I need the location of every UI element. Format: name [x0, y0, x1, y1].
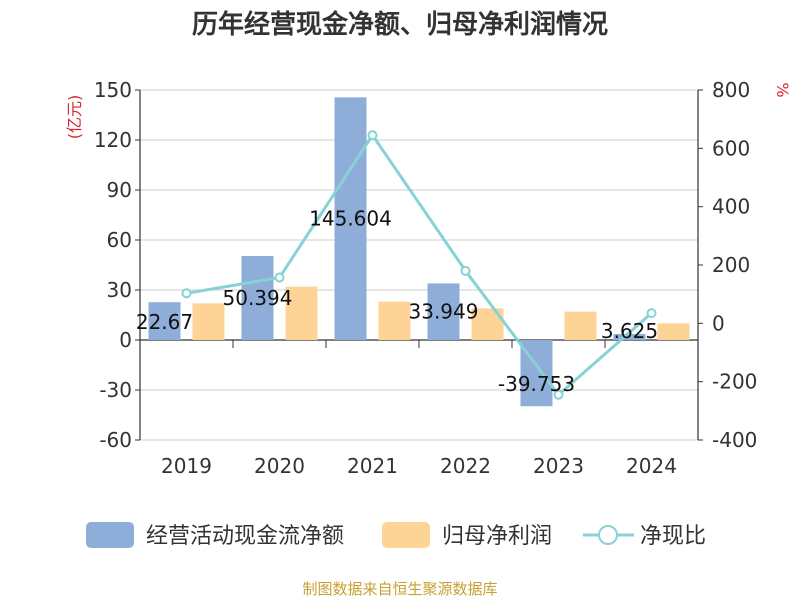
cashflow-data-label: 50.394 [223, 286, 293, 310]
legend-label-net-profit: 归母净利润 [442, 524, 552, 549]
cashflow-data-label: 3.625 [601, 319, 658, 343]
x-tick-label: 2019 [161, 454, 212, 478]
net-profit-bar [192, 303, 225, 340]
right-tick-label: 200 [712, 253, 750, 277]
cashflow-data-label: 22.67 [136, 310, 193, 334]
legend-marker-ratio [598, 525, 618, 545]
data-labels: 22.67 50.394 145.604 33.949 -39.753 3.625 [136, 207, 658, 396]
x-tick-label: 2020 [254, 454, 305, 478]
right-tick-label: 600 [712, 136, 750, 160]
cashflow-bar [148, 302, 181, 340]
ratio-line [186, 132, 653, 397]
cashflow-bar [334, 97, 367, 341]
net-profit-bar [564, 311, 597, 340]
left-tick-label: 120 [94, 128, 132, 152]
left-tick-label: 150 [94, 78, 132, 102]
right-axis-unit: % [773, 82, 792, 97]
cashflow-data-label: 33.949 [409, 300, 479, 324]
cashflow-data-label: -39.753 [498, 372, 575, 396]
left-tick-label: 60 [107, 228, 132, 252]
right-tick-label: 0 [712, 311, 725, 335]
x-tick-label: 2021 [347, 454, 398, 478]
left-tick-label: -30 [99, 378, 132, 402]
bars [148, 97, 690, 407]
net-profit-bar [285, 286, 318, 340]
axes: -60 -30 0 30 60 90 120 150 -400 -200 0 200 400 600 800… [65, 78, 792, 478]
cashflow-bar [613, 333, 646, 340]
x-tick-label: 2024 [626, 454, 677, 478]
cashflow-bar [427, 283, 460, 340]
ratio-point [274, 272, 285, 283]
ratio-point [646, 308, 657, 319]
chart-title: 历年经营现金净额、归母净利润情况 [191, 10, 608, 40]
legend-label-ratio: 净现比 [640, 524, 706, 549]
legend-swatch-cashflow [86, 522, 134, 548]
cashflow-data-label: 145.604 [309, 207, 392, 231]
x-tick-label: 2023 [533, 454, 584, 478]
right-tick-label: 400 [712, 195, 750, 219]
ratio-point [181, 288, 192, 299]
legend-swatch-net-profit [382, 522, 430, 548]
source-note: 制图数据来自恒生聚源数据库 [302, 580, 498, 598]
legend: 经营活动现金流净额 归母净利润 净现比 [86, 522, 706, 549]
left-tick-label: 0 [119, 328, 132, 352]
gridlines [140, 89, 698, 441]
cashflow-bar [241, 256, 274, 340]
ratio-line-group [181, 130, 657, 400]
ratio-point [553, 389, 564, 400]
net-profit-bar [657, 323, 690, 340]
x-tick-label: 2022 [440, 454, 491, 478]
left-tick-label: -60 [99, 428, 132, 452]
right-tick-label: -200 [712, 370, 757, 394]
legend-label-cashflow: 经营活动现金流净额 [146, 524, 344, 549]
ratio-point [367, 130, 378, 141]
ratio-point [460, 265, 471, 276]
right-tick-label: -400 [712, 428, 757, 452]
right-tick-label: 800 [712, 78, 750, 102]
left-axis-unit: (亿元) [65, 95, 84, 140]
left-tick-label: 30 [107, 278, 132, 302]
net-profit-bar [378, 301, 411, 340]
left-tick-label: 90 [107, 178, 132, 202]
